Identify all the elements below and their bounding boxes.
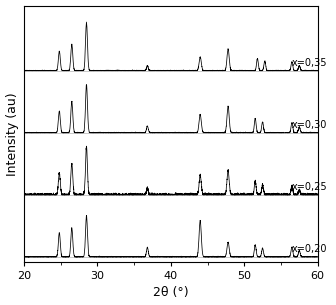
Text: x=0,20: x=0,20	[292, 244, 327, 254]
Text: x=0,25: x=0,25	[292, 182, 328, 192]
Y-axis label: Intensity (au): Intensity (au)	[6, 92, 18, 175]
X-axis label: 2θ (°): 2θ (°)	[153, 286, 189, 300]
Text: x=0,30: x=0,30	[292, 120, 327, 130]
Text: x=0,35: x=0,35	[292, 58, 327, 68]
